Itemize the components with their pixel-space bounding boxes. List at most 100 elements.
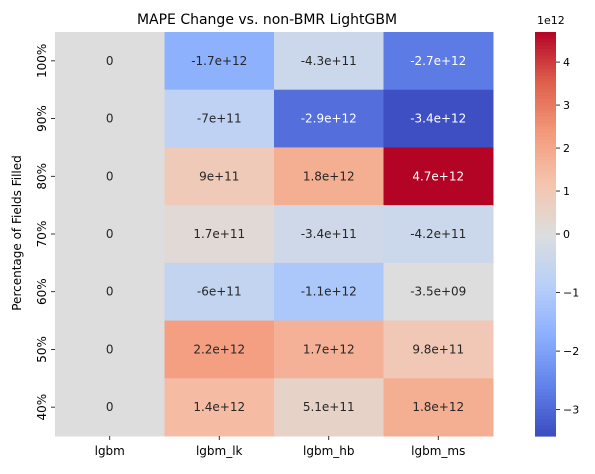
colorbar-segment	[535, 193, 556, 198]
cell-value-label: 4.7e+12	[412, 169, 464, 183]
colorbar-tick-label: 1	[563, 185, 570, 198]
colorbar-segment	[535, 331, 556, 336]
cell-value-label: 1.7e+12	[303, 342, 355, 356]
y-tick-label: 50%	[35, 336, 49, 363]
colorbar-segment	[535, 267, 556, 272]
cell-value-label: 5.1e+11	[303, 400, 355, 414]
colorbar-segment	[535, 368, 556, 373]
colorbar-segment	[535, 230, 556, 235]
colorbar-segment	[535, 419, 556, 424]
colorbar-segment	[535, 85, 556, 90]
colorbar-segment	[535, 102, 556, 107]
colorbar-segment	[535, 190, 556, 195]
y-tick-label: 40%	[35, 394, 49, 421]
colorbar-tick-label: 2	[563, 142, 570, 155]
y-tick-label: 80%	[35, 163, 49, 190]
colorbar-segment	[535, 321, 556, 326]
heatmap-cell	[164, 320, 275, 379]
colorbar-segment	[535, 277, 556, 282]
colorbar-segment	[535, 79, 556, 84]
heatmap-cell	[274, 89, 384, 148]
heatmap-cell	[274, 32, 384, 91]
x-tick-label: lgbm_lk	[196, 444, 243, 458]
colorbar-segment	[535, 170, 556, 174]
colorbar-segment	[535, 207, 556, 212]
cell-value-label: -3.4e+12	[410, 112, 466, 126]
colorbar-segment	[535, 213, 556, 218]
heatmap-cell	[55, 32, 165, 91]
colorbar-segment	[535, 395, 556, 400]
colorbar-segment	[535, 159, 556, 164]
colorbar-segment	[535, 257, 556, 262]
colorbar-segment	[535, 153, 556, 158]
cell-value-label: -2.7e+12	[410, 54, 466, 68]
colorbar-segment	[535, 281, 556, 286]
heatmap-cell	[164, 32, 275, 91]
colorbar-segment	[535, 149, 556, 154]
colorbar-segment	[535, 227, 556, 232]
colorbar-segment	[535, 38, 556, 43]
colorbar-segment	[535, 415, 556, 420]
colorbar-segment	[535, 217, 556, 222]
cell-value-label: 9e+11	[199, 169, 239, 183]
cell-value-label: 9.8e+11	[412, 342, 464, 356]
cell-value-label: -3.5e+09	[410, 285, 466, 299]
colorbar-segment	[535, 32, 556, 36]
heatmap-cell	[383, 32, 494, 91]
colorbar-tick-label: −1	[563, 287, 579, 300]
cell-value-label: 0	[106, 112, 114, 126]
cell-value-label: 1.8e+12	[303, 169, 355, 183]
cell-value-label: 0	[106, 227, 114, 241]
heatmap-cell	[55, 205, 165, 264]
colorbar-segment	[535, 203, 556, 208]
cell-value-label: 1.7e+11	[193, 227, 245, 241]
colorbar-segment	[535, 382, 556, 387]
colorbar-segment	[535, 109, 556, 114]
cell-value-label: -1.7e+12	[191, 54, 247, 68]
x-tick-labels: lgbm lgbm_lk lgbm_hb lgbm_ms	[95, 436, 465, 458]
colorbar-tick-label: −2	[563, 345, 579, 358]
colorbar-segment	[535, 365, 556, 370]
colorbar-tick-label: 3	[563, 99, 570, 112]
colorbar-segment	[535, 254, 556, 259]
colorbar-segment	[535, 116, 556, 121]
colorbar-segment	[535, 183, 556, 188]
colorbar-segment	[535, 338, 556, 343]
colorbar-segment	[535, 69, 556, 73]
heatmap-cell	[164, 205, 275, 264]
colorbar-segment	[535, 129, 556, 134]
colorbar-segment	[535, 250, 556, 255]
colorbar-segment	[535, 223, 556, 228]
colorbar-segment	[535, 308, 556, 313]
cell-value-label: 1.8e+12	[412, 400, 464, 414]
heatmap-cell	[383, 378, 494, 437]
colorbar-segment	[535, 99, 556, 104]
heatmap-cell	[383, 262, 494, 322]
colorbar-segment	[535, 237, 556, 242]
colorbar-segment	[535, 240, 556, 245]
colorbar-segment	[535, 297, 556, 302]
colorbar-segment	[535, 318, 556, 323]
colorbar-segment	[535, 45, 556, 50]
heatmap-cell	[274, 262, 384, 322]
colorbar-segment	[535, 166, 556, 171]
colorbar-segment	[535, 200, 556, 205]
colorbar-offset-label: 1e12	[537, 14, 565, 27]
heatmap-cell	[55, 262, 165, 322]
colorbar-segment	[535, 348, 556, 353]
colorbar-segment	[535, 186, 556, 191]
cell-value-label: -6e+11	[197, 285, 242, 299]
colorbar-segment	[535, 75, 556, 80]
cell-value-label: 0	[106, 169, 114, 183]
heatmap-cell	[383, 89, 494, 148]
colorbar-segment	[535, 341, 556, 346]
colorbar-segment	[535, 324, 556, 329]
colorbar-segment	[535, 372, 556, 376]
colorbar-segment	[535, 385, 556, 390]
colorbar-segment	[535, 301, 556, 306]
colorbar-segment	[535, 345, 556, 350]
heatmap-cell	[164, 262, 275, 322]
colorbar-segment	[535, 328, 556, 333]
x-tick-label: lgbm_hb	[303, 444, 354, 458]
heatmap-cell	[55, 320, 165, 379]
